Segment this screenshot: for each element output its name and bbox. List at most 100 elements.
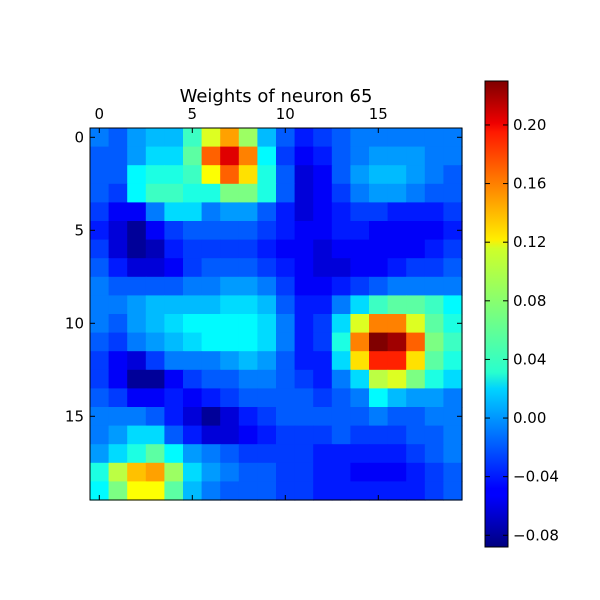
heatmap-cell: [424, 239, 444, 259]
heatmap-cell: [294, 481, 314, 501]
heatmap-cell: [108, 332, 128, 352]
heatmap-cell: [313, 314, 333, 334]
heatmap-cell: [350, 239, 370, 259]
heatmap-cell: [108, 202, 128, 222]
heatmap-cell: [350, 128, 370, 148]
heatmap-cell: [424, 221, 444, 241]
heatmap-cell: [183, 165, 203, 185]
heatmap-cell: [443, 351, 463, 371]
heatmap-cell: [257, 146, 277, 166]
heatmap-cell: [406, 332, 426, 352]
heatmap-cell: [350, 481, 370, 501]
heatmap-cell: [90, 369, 110, 389]
heatmap-cell: [424, 351, 444, 371]
heatmap-cell: [369, 425, 389, 445]
colorbar: [485, 81, 508, 547]
colorbar-tick-label: 0.16: [513, 175, 546, 193]
heatmap-cell: [257, 221, 277, 241]
heatmap-cell: [276, 202, 296, 222]
heatmap-cell: [238, 369, 258, 389]
heatmap-cell: [201, 407, 221, 427]
heatmap-cell: [108, 295, 128, 315]
heatmap-cell: [145, 444, 165, 464]
heatmap-cell: [127, 183, 147, 203]
heatmap-cell: [387, 388, 407, 408]
heatmap-cell: [294, 444, 314, 464]
heatmap-cell: [238, 165, 258, 185]
heatmap-cell: [276, 258, 296, 278]
heatmap-cell: [387, 221, 407, 241]
heatmap-cell: [257, 351, 277, 371]
heatmap-cell: [387, 146, 407, 166]
colorbar-tick-label: −0.04: [513, 468, 559, 486]
plot-frame: [89, 127, 463, 501]
heatmap-cell: [108, 314, 128, 334]
heatmap-cell: [443, 146, 463, 166]
heatmap-cell: [164, 388, 184, 408]
heatmap-cell: [145, 351, 165, 371]
heatmap-cell: [276, 462, 296, 482]
heatmap-cell: [164, 314, 184, 334]
heatmap-cell: [183, 295, 203, 315]
heatmap-cell: [108, 258, 128, 278]
heatmap-cell: [350, 202, 370, 222]
heatmap-cell: [406, 258, 426, 278]
colorbar-tick-label: 0.04: [513, 350, 546, 368]
heatmap-cell: [90, 332, 110, 352]
heatmap-cell: [406, 165, 426, 185]
heatmap-cell: [369, 388, 389, 408]
heatmap-cell: [313, 239, 333, 259]
colorbar-frame: [484, 80, 509, 548]
heatmap-cell: [369, 332, 389, 352]
heatmap-cell: [201, 462, 221, 482]
heatmap-cell: [424, 295, 444, 315]
heatmap-cell: [387, 407, 407, 427]
heatmap-cell: [294, 425, 314, 445]
heatmap-cell: [350, 332, 370, 352]
heatmap-cell: [238, 221, 258, 241]
heatmap-cell: [369, 369, 389, 389]
heatmap-cell: [90, 481, 110, 501]
heatmap-cell: [257, 128, 277, 148]
heatmap-cell: [294, 128, 314, 148]
heatmap-cell: [406, 202, 426, 222]
heatmap-cell: [294, 351, 314, 371]
heatmap-cell: [145, 239, 165, 259]
heatmap-cell: [164, 183, 184, 203]
heatmap-cell: [294, 332, 314, 352]
heatmap-cell: [90, 239, 110, 259]
heatmap-cell: [443, 369, 463, 389]
heatmap-cell: [90, 165, 110, 185]
heatmap-cell: [145, 462, 165, 482]
heatmap-cell: [183, 314, 203, 334]
heatmap-cell: [443, 481, 463, 501]
heatmap-cell: [331, 202, 351, 222]
heatmap-cell: [424, 183, 444, 203]
heatmap-cell: [238, 314, 258, 334]
heatmap-cell: [294, 165, 314, 185]
heatmap-cell: [294, 239, 314, 259]
heatmap-cell: [183, 407, 203, 427]
heatmap-cell: [164, 351, 184, 371]
heatmap-cell: [313, 462, 333, 482]
heatmap-cell: [238, 425, 258, 445]
heatmap-cell: [108, 425, 128, 445]
heatmap-cell: [201, 276, 221, 296]
heatmap-cell: [220, 444, 240, 464]
heatmap-cell: [443, 425, 463, 445]
heatmap-cell: [145, 146, 165, 166]
heatmap-cell: [350, 146, 370, 166]
heatmap-cell: [406, 146, 426, 166]
heatmap-cell: [350, 425, 370, 445]
heatmap-cell: [127, 444, 147, 464]
heatmap-cell: [331, 462, 351, 482]
heatmap-cell: [443, 314, 463, 334]
heatmap-cell: [276, 481, 296, 501]
heatmap-cell: [406, 425, 426, 445]
heatmap-cell: [220, 146, 240, 166]
heatmap-cell: [313, 165, 333, 185]
heatmap-cell: [350, 444, 370, 464]
heatmap-cell: [257, 202, 277, 222]
heatmap-cell: [369, 202, 389, 222]
heatmap-cell: [294, 276, 314, 296]
